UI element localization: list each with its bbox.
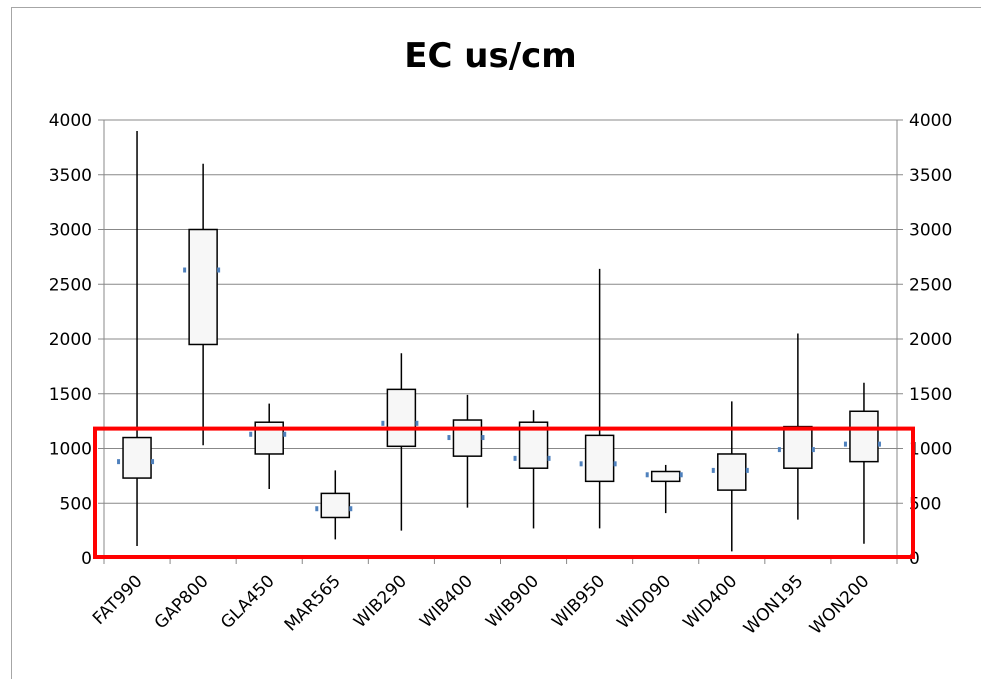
left-tick-label: 0 xyxy=(81,549,92,569)
right-tick-label: 1500 xyxy=(909,385,952,405)
right-tick-label: 1000 xyxy=(909,440,952,460)
boxplot-wid400 xyxy=(711,401,752,552)
left-tick-label: 2500 xyxy=(49,275,92,295)
box xyxy=(849,410,879,463)
left-tick-label: 500 xyxy=(60,494,92,514)
chart-frame xyxy=(11,7,981,679)
category-label: WIB400 xyxy=(416,571,477,632)
box xyxy=(320,492,351,519)
right-tick-label: 0 xyxy=(909,549,920,569)
left-tick-label: 3000 xyxy=(49,221,92,241)
category-label: MAR565 xyxy=(281,571,345,635)
category-label: WIB290 xyxy=(350,571,411,632)
category-label: WON195 xyxy=(740,571,807,638)
box xyxy=(783,425,813,469)
box xyxy=(650,470,681,483)
left-tick-label: 1500 xyxy=(49,385,92,405)
right-tick-label: 2500 xyxy=(909,275,952,295)
category-label: GLA450 xyxy=(217,571,279,633)
boxplot-wib400 xyxy=(447,394,488,508)
box xyxy=(386,388,417,448)
gridlines xyxy=(104,119,897,504)
boxplot-won200 xyxy=(843,382,884,544)
boxplot-won195 xyxy=(777,333,818,520)
highlight-layer xyxy=(93,426,915,559)
right-tick-label: 3500 xyxy=(909,166,952,186)
highlight-box xyxy=(93,426,915,559)
right-tick-label: 500 xyxy=(909,494,941,514)
boxplot-wib950 xyxy=(579,268,620,529)
right-axis-ticks: 0 500 1000 1500 2000 2500 3000 3500 4000 xyxy=(909,111,952,569)
boxplot-wid090 xyxy=(645,464,686,514)
left-tick-label: 3500 xyxy=(49,166,92,186)
chart-title: EC us/cm xyxy=(404,36,577,76)
category-label: WON200 xyxy=(806,571,873,638)
box xyxy=(122,436,152,479)
box xyxy=(188,228,218,346)
right-tick-label: 3000 xyxy=(909,221,952,241)
boxplot-gap800 xyxy=(183,163,224,446)
boxplots xyxy=(117,130,884,552)
boxplot-fat990 xyxy=(117,130,158,546)
left-tick-label: 1000 xyxy=(49,440,92,460)
left-axis-ticks: 0 500 1000 1500 2000 2500 3000 3500 4000 xyxy=(49,111,92,569)
box xyxy=(452,419,483,457)
boxplot-mar565 xyxy=(315,470,356,540)
boxplot-wib290 xyxy=(381,353,422,531)
category-label: WID400 xyxy=(680,571,742,633)
left-tick-label: 4000 xyxy=(49,111,92,131)
left-tick-label: 2000 xyxy=(49,330,92,350)
category-label: WID090 xyxy=(613,571,675,633)
category-label: GAP800 xyxy=(151,571,213,633)
category-label: WIB950 xyxy=(548,571,609,632)
axes xyxy=(98,119,903,564)
category-label: WIB900 xyxy=(482,571,543,632)
category-label: FAT990 xyxy=(89,571,147,629)
right-tick-label: 4000 xyxy=(909,111,952,131)
box xyxy=(717,453,747,491)
category-labels: FAT990 GAP800 GLA450 MAR565 WIB290 WIB400 WIB9… xyxy=(89,571,873,638)
box xyxy=(584,434,615,483)
right-tick-label: 2000 xyxy=(909,330,952,350)
boxplot-gla450 xyxy=(249,403,290,490)
